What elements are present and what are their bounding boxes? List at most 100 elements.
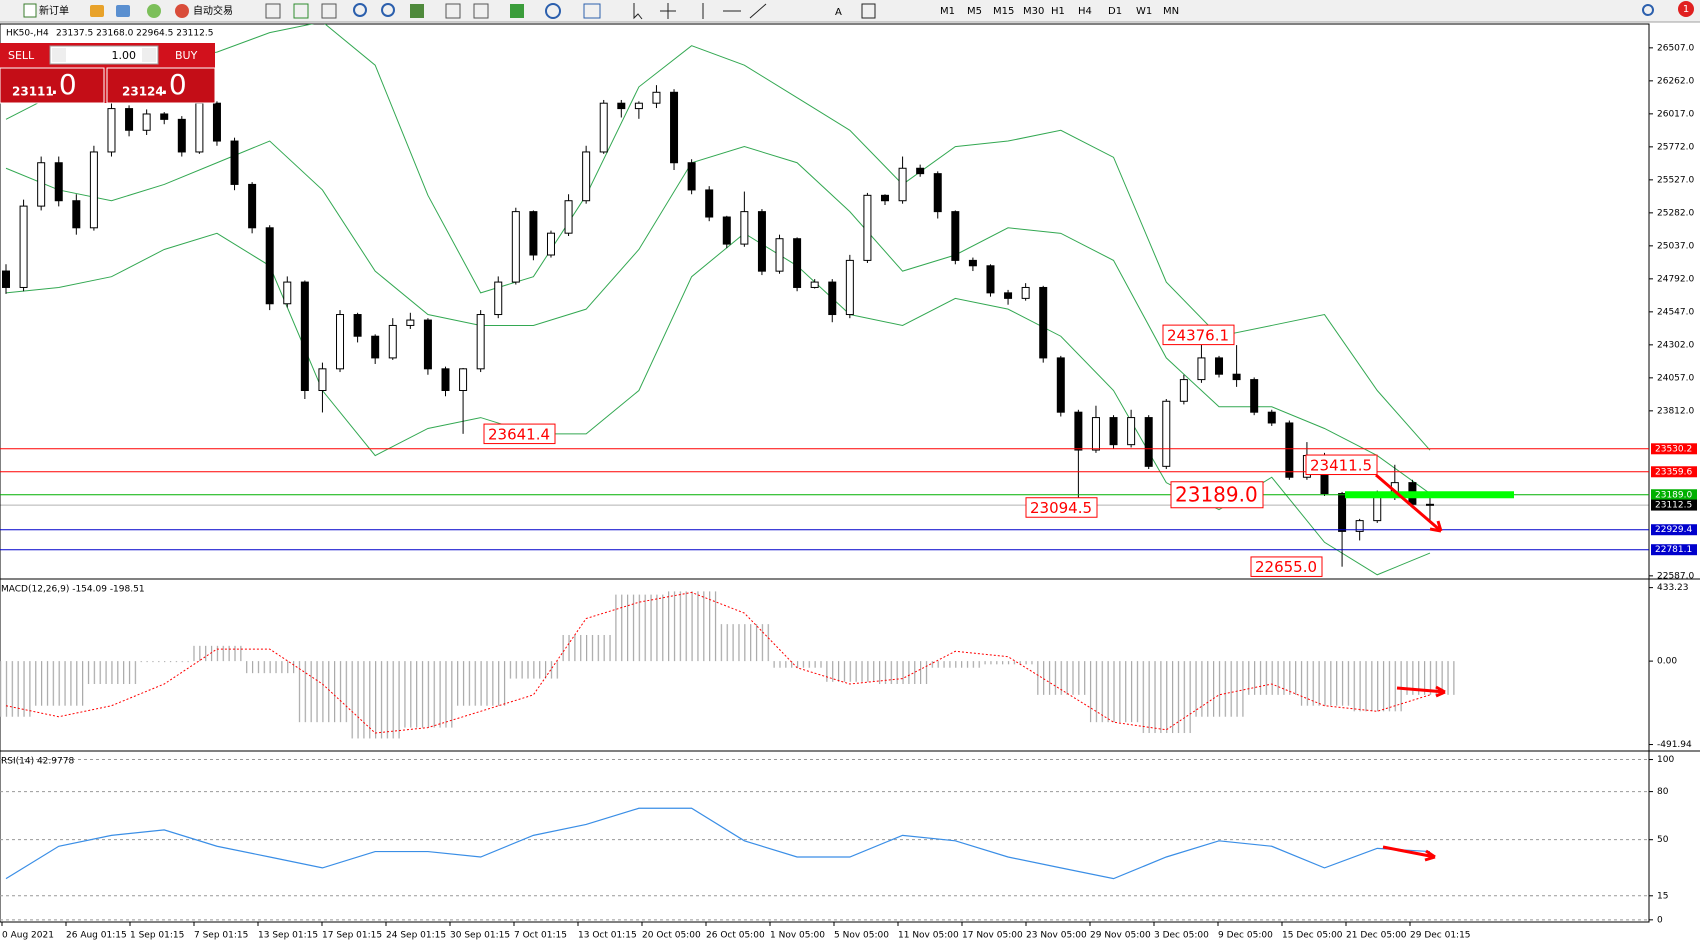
macd-histogram xyxy=(823,661,877,682)
icon[interactable] xyxy=(510,4,524,18)
icon-cursor[interactable] xyxy=(633,3,643,20)
x-tick-label: 1 Nov 05:00 xyxy=(770,931,825,941)
candle-body xyxy=(54,162,63,202)
timeframe-button[interactable]: W1 xyxy=(1136,6,1152,17)
icon[interactable] xyxy=(293,3,309,19)
timeframe-button[interactable]: D1 xyxy=(1108,6,1122,17)
sell-price-frac[interactable]: .0 xyxy=(50,68,77,101)
macd-histogram xyxy=(612,594,666,662)
annotation-box xyxy=(483,423,556,445)
sell-price-main[interactable]: 23111 xyxy=(12,85,54,99)
arrow xyxy=(1396,685,1446,698)
icon[interactable] xyxy=(90,5,104,17)
candle-body xyxy=(1285,422,1294,478)
candle-body xyxy=(1338,493,1347,532)
icon-zoom-in[interactable] xyxy=(353,3,367,17)
candle-body xyxy=(1109,417,1118,446)
sell-label[interactable]: SELL xyxy=(8,49,35,62)
icon-auto-trading[interactable] xyxy=(175,4,189,18)
icon[interactable] xyxy=(321,3,337,19)
x-tick-label: 23 Nov 05:00 xyxy=(1026,931,1087,941)
x-tick-label: 5 Nov 05:00 xyxy=(834,931,889,941)
bollinger-upper xyxy=(5,24,1431,451)
timeframe-button[interactable]: M15 xyxy=(993,6,1014,17)
candle-body xyxy=(968,259,977,267)
candle-body xyxy=(898,167,907,202)
buy-price-frac[interactable]: .0 xyxy=(160,68,187,101)
candle-body xyxy=(37,162,46,207)
y-tick-label: 24057.0 xyxy=(1657,373,1694,383)
volume-up[interactable] xyxy=(142,48,156,62)
icon[interactable] xyxy=(116,5,130,17)
volume-value[interactable]: 1.00 xyxy=(112,49,137,62)
macd-histogram xyxy=(665,591,718,662)
icon[interactable] xyxy=(583,3,601,19)
toolbar-new-order[interactable]: 新订单 xyxy=(39,4,69,17)
arrow xyxy=(1382,845,1436,862)
timeframe-button[interactable]: H1 xyxy=(1051,6,1065,17)
price-tag-label: 23189.0 xyxy=(1655,490,1692,500)
x-tick-label: 3 Dec 05:00 xyxy=(1154,931,1209,941)
buy-button[interactable] xyxy=(106,67,216,104)
candle-body xyxy=(195,102,204,153)
macd-histogram xyxy=(1087,661,1140,723)
candle-body xyxy=(722,216,731,245)
notification-badge[interactable] xyxy=(1678,1,1694,17)
candle-body xyxy=(916,167,925,175)
x-tick-label: 20 Oct 05:00 xyxy=(642,931,701,941)
macd-histogram xyxy=(1192,661,1246,717)
candle-body xyxy=(1056,357,1065,413)
timeframe-button[interactable]: H4 xyxy=(1078,6,1092,17)
macd-histogram xyxy=(243,661,297,674)
macd-histogram xyxy=(1298,661,1351,706)
macd-histogram xyxy=(32,661,86,706)
timeframe-button[interactable]: MN xyxy=(1163,6,1179,17)
symbol: HK50-,H4 xyxy=(6,29,49,39)
candle-body xyxy=(1267,411,1276,424)
y-tick-label: 26262.0 xyxy=(1657,76,1694,86)
icon-zoom-out[interactable] xyxy=(381,3,395,17)
toolbar-auto-trading[interactable]: 自动交易 xyxy=(193,4,233,17)
timeframe-button[interactable]: M1 xyxy=(940,6,955,17)
candle-body xyxy=(617,102,626,110)
timeframe-button[interactable]: M5 xyxy=(967,6,982,17)
macd-plot xyxy=(0,591,1457,739)
candle-body xyxy=(1039,286,1048,359)
icon-crosshair[interactable] xyxy=(660,3,676,19)
icon-lines[interactable] xyxy=(702,3,767,19)
price-tag-label: 23530.2 xyxy=(1655,444,1692,454)
candle-body xyxy=(634,102,643,110)
buy-price-main[interactable]: 23124 xyxy=(122,85,164,99)
icon[interactable] xyxy=(545,3,561,19)
icon-label[interactable] xyxy=(861,3,876,19)
candle-body xyxy=(986,265,995,294)
candle-body xyxy=(160,113,169,120)
y-tick-label: 80 xyxy=(1657,787,1669,797)
icon[interactable] xyxy=(445,3,461,19)
candle-body xyxy=(740,211,749,245)
icon-text[interactable]: A xyxy=(835,7,842,18)
sell-button[interactable] xyxy=(0,67,105,104)
candle-body xyxy=(881,194,889,202)
annotation-box xyxy=(1305,454,1378,476)
timeframe-button[interactable]: M30 xyxy=(1023,6,1044,17)
icon[interactable] xyxy=(473,3,489,19)
buy-label[interactable]: BUY xyxy=(175,49,198,62)
macd-histogram xyxy=(876,661,929,685)
candle-body xyxy=(177,118,186,153)
x-tick-label: 15 Dec 05:00 xyxy=(1282,931,1343,941)
icon-new-order[interactable] xyxy=(23,3,37,18)
icon[interactable] xyxy=(265,3,281,19)
chart-frame xyxy=(0,23,1650,923)
volume-input[interactable] xyxy=(49,45,159,65)
macd-histogram xyxy=(137,661,191,663)
candle-body xyxy=(933,173,942,213)
icon[interactable] xyxy=(147,4,161,18)
x-tick-label: 0 Aug 2021 xyxy=(2,931,54,941)
volume-down[interactable] xyxy=(52,48,66,62)
icon[interactable] xyxy=(410,4,424,18)
annotation-box xyxy=(1250,556,1323,577)
icon-search[interactable] xyxy=(1642,4,1654,16)
annotation-label: 23411.5 xyxy=(1310,456,1372,474)
